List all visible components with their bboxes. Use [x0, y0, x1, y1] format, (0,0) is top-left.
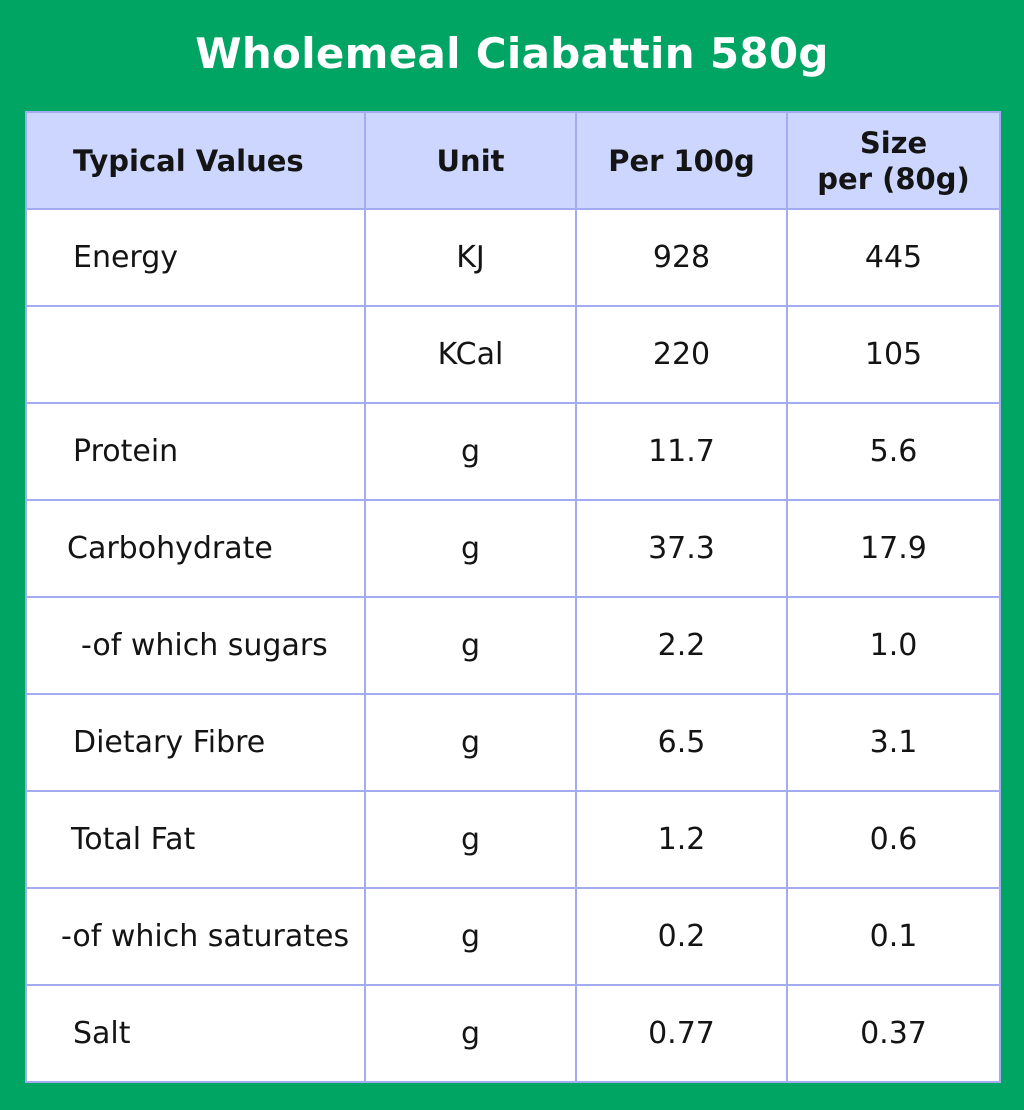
- row-saturates-per-100g: 0.2: [575, 887, 788, 986]
- row-sugars-per-serving: 1.0: [786, 596, 1001, 695]
- header-size-line1: Size: [859, 125, 928, 160]
- row-carbohydrate-per-serving: 17.9: [786, 499, 1001, 598]
- row-saturates-name: -of which saturates: [25, 887, 366, 986]
- row-total-fat-unit: g: [364, 790, 577, 889]
- table-row: -of which sugars g 2.2 1.0: [25, 596, 1001, 695]
- table-row: Energy KJ 928 445: [25, 208, 1001, 307]
- row-carbohydrate-name: Carbohydrate: [25, 499, 366, 598]
- row-salt-per-serving: 0.37: [786, 984, 1001, 1083]
- row-sugars-name: -of which sugars: [25, 596, 366, 695]
- table-row: KCal 220 105: [25, 305, 1001, 404]
- row-protein-unit: g: [364, 402, 577, 501]
- row-energy-kj-per-100g: 928: [575, 208, 788, 307]
- header-size-per-serving: Size per (80g): [786, 111, 1001, 210]
- row-protein-name: Protein: [25, 402, 366, 501]
- row-fibre-per-serving: 3.1: [786, 693, 1001, 792]
- row-saturates-unit: g: [364, 887, 577, 986]
- table-row: Protein g 11.7 5.6: [25, 402, 1001, 501]
- table-row: Total Fat g 1.2 0.6: [25, 790, 1001, 889]
- row-energy-kcal-name: [25, 305, 366, 404]
- row-energy-kj-unit: KJ: [364, 208, 577, 307]
- row-energy-kcal-per-serving: 105: [786, 305, 1001, 404]
- row-fibre-unit: g: [364, 693, 577, 792]
- header-row: Typical Values Unit Per 100g Size per (8…: [25, 111, 1001, 210]
- row-energy-kcal-unit: KCal: [364, 305, 577, 404]
- header-per-100g: Per 100g: [575, 111, 788, 210]
- row-total-fat-per-100g: 1.2: [575, 790, 788, 889]
- row-total-fat-name: Total Fat: [25, 790, 366, 889]
- table-row: -of which saturates g 0.2 0.1: [25, 887, 1001, 986]
- row-protein-per-100g: 11.7: [575, 402, 788, 501]
- row-fibre-name: Dietary Fibre: [25, 693, 366, 792]
- row-sugars-unit: g: [364, 596, 577, 695]
- header-unit: Unit: [364, 111, 577, 210]
- nutrition-table: Typical Values Unit Per 100g Size per (8…: [25, 111, 1001, 1083]
- label-title: Wholemeal Ciabattin 580g: [195, 29, 829, 78]
- row-sugars-per-100g: 2.2: [575, 596, 788, 695]
- row-saturates-per-serving: 0.1: [786, 887, 1001, 986]
- row-total-fat-per-serving: 0.6: [786, 790, 1001, 889]
- row-carbohydrate-per-100g: 37.3: [575, 499, 788, 598]
- row-energy-kj-per-serving: 445: [786, 208, 1001, 307]
- row-energy-kj-name: Energy: [25, 208, 366, 307]
- table-row: Carbohydrate g 37.3 17.9: [25, 499, 1001, 598]
- row-fibre-per-100g: 6.5: [575, 693, 788, 792]
- header-typical-values: Typical Values: [25, 111, 366, 210]
- table-row: Dietary Fibre g 6.5 3.1: [25, 693, 1001, 792]
- row-protein-per-serving: 5.6: [786, 402, 1001, 501]
- row-energy-kcal-per-100g: 220: [575, 305, 788, 404]
- row-carbohydrate-unit: g: [364, 499, 577, 598]
- table-row: Salt g 0.77 0.37: [25, 984, 1001, 1083]
- row-salt-per-100g: 0.77: [575, 984, 788, 1083]
- header-size-line2: per (80g): [817, 161, 970, 196]
- row-salt-unit: g: [364, 984, 577, 1083]
- row-salt-name: Salt: [25, 984, 366, 1083]
